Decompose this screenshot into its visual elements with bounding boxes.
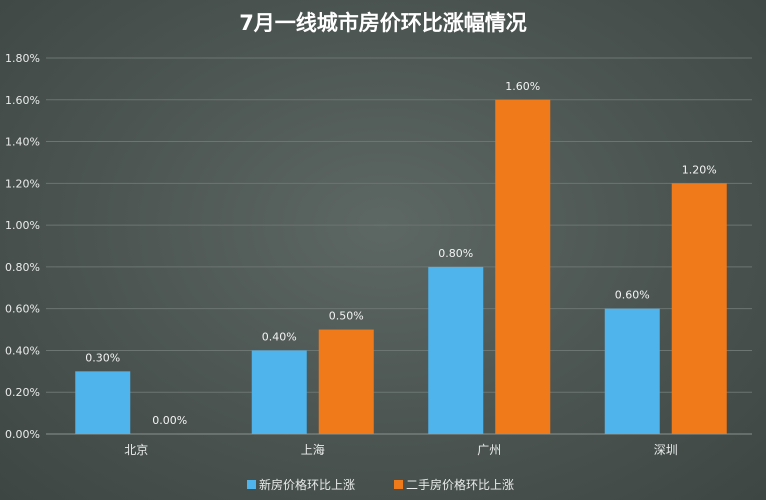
bar — [428, 266, 484, 434]
data-label: 0.30% — [85, 351, 120, 364]
bar — [251, 350, 307, 434]
x-category-label: 深圳 — [654, 443, 678, 457]
bar — [75, 371, 131, 434]
gridlines — [46, 57, 752, 435]
data-label: 1.20% — [682, 163, 717, 176]
x-category-label: 北京 — [124, 443, 148, 457]
y-tick-label: 0.20% — [5, 386, 40, 399]
data-label: 0.00% — [152, 414, 187, 427]
x-axis-categories: 北京 上海 广州 深圳 — [124, 442, 678, 457]
y-tick-label: 0.60% — [5, 303, 40, 316]
legend-swatch — [394, 480, 403, 489]
y-tick-label: 0.40% — [5, 344, 40, 357]
legend-label: 二手房价格环比上涨 — [406, 477, 514, 492]
chart-title: 7月一线城市房价环比涨幅情况 — [239, 11, 527, 35]
y-axis-ticks: 0.00% 0.20% 0.40% 0.60% 0.80% 1.00% 1.20% 1.40%… — [5, 52, 40, 441]
legend: 新房价格环比上涨 二手房价格环比上涨 — [247, 477, 514, 492]
bars — [75, 99, 727, 435]
y-tick-label: 1.80% — [5, 52, 40, 65]
data-labels: 0.30% 0.00% 0.40% 0.50% 0.80% 1.60% 0.60% 1.20% — [85, 80, 716, 427]
y-tick-label: 1.20% — [5, 177, 40, 190]
bar — [604, 308, 660, 434]
y-tick-label: 1.40% — [5, 136, 40, 149]
y-tick-label: 0.00% — [5, 428, 40, 441]
x-category-label: 上海 — [301, 442, 325, 457]
legend-label: 新房价格环比上涨 — [259, 477, 355, 492]
data-label: 0.50% — [329, 310, 364, 323]
y-tick-label: 0.80% — [5, 261, 40, 274]
data-label: 1.60% — [505, 80, 540, 93]
bar — [495, 99, 551, 435]
data-label: 0.80% — [438, 247, 473, 260]
y-tick-label: 1.00% — [5, 219, 40, 232]
data-label: 0.40% — [262, 330, 297, 343]
bar — [671, 183, 727, 434]
data-label: 0.60% — [615, 289, 650, 302]
y-tick-label: 1.60% — [5, 94, 40, 107]
bar — [318, 329, 374, 434]
x-category-label: 广州 — [477, 443, 501, 457]
legend-swatch — [247, 480, 256, 489]
